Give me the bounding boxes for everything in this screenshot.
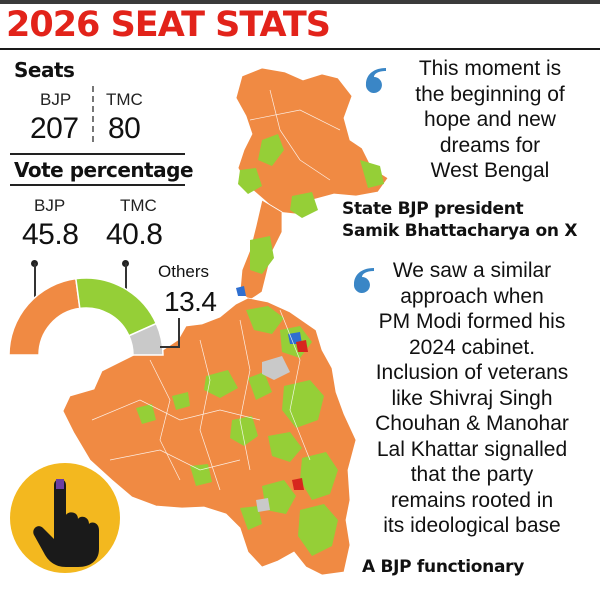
voting-finger-icon xyxy=(33,479,99,567)
gauge-segment-bjp xyxy=(8,277,81,356)
quote-2-line: remains rooted in xyxy=(390,488,554,512)
quote-mark-icon xyxy=(365,68,386,93)
attribution-line: Samik Bhattacharya on X xyxy=(342,221,578,241)
map-tmc-patch xyxy=(258,134,284,166)
vote-share-gauge xyxy=(8,277,164,356)
map-tmc-patch xyxy=(298,504,338,556)
vote-bjp-value: 45.8 xyxy=(22,218,79,251)
quote-2-line: PM Modi formed his xyxy=(378,310,566,333)
map-tmc-patch xyxy=(250,236,274,274)
map-others-patch xyxy=(262,356,290,380)
vote-others-value: 13.4 xyxy=(164,286,217,317)
others-pointer-horizontal xyxy=(160,346,180,348)
others-pointer-vertical xyxy=(178,318,180,348)
quote-1-line: This moment is xyxy=(418,57,562,80)
map-district-lines xyxy=(91,89,341,491)
quote-2-line: Inclusion of veterans xyxy=(375,361,569,384)
map-tmc-patch xyxy=(204,370,238,398)
map-red-patch xyxy=(292,478,304,490)
map-tmc-patch xyxy=(136,404,156,424)
quote-1-line: the beginning of xyxy=(415,82,565,106)
map-tmc-patch xyxy=(300,452,338,500)
quote-2-line: We saw a similar xyxy=(392,259,552,282)
quote-2-line: Chouhan & Manohar xyxy=(375,412,569,435)
map-tmc-patch xyxy=(290,192,318,218)
seats-tmc-label: TMC xyxy=(106,90,143,109)
map-red-patch xyxy=(296,340,308,352)
seats-heading: Seats xyxy=(14,58,75,82)
page-title: 2026 SEAT STATS xyxy=(6,5,331,45)
title-divider xyxy=(0,48,600,50)
quote-1-text: This moment is the beginning of hope and… xyxy=(400,56,580,184)
bjp-pointer-line xyxy=(34,263,36,299)
map-tmc-patch xyxy=(248,372,272,400)
map-tmc-patch xyxy=(172,392,190,410)
seats-tmc-value: 80 xyxy=(108,112,141,145)
quote-1-attribution: State BJP president Samik Bhattacharya o… xyxy=(342,198,577,242)
seats-bjp-value: 207 xyxy=(30,112,79,145)
gauge-segment-tmc xyxy=(75,277,158,337)
seats-divider xyxy=(10,153,185,155)
quote-1-line: dreams for xyxy=(439,133,541,157)
quote-2-line: 2024 cabinet. xyxy=(408,335,536,359)
quote-2-line: approach when xyxy=(400,284,544,308)
quote-2-line: Lal Khattar signalled xyxy=(376,437,568,461)
map-north-region xyxy=(235,67,389,215)
attribution-line: State BJP president xyxy=(342,199,524,219)
map-others-patch xyxy=(256,498,270,512)
quote-2-line: its ideological base xyxy=(383,514,561,537)
map-tmc-patch xyxy=(240,506,262,530)
quote-2-line: that the party xyxy=(410,463,534,486)
seats-separator xyxy=(92,86,94,142)
vote-tmc-value: 40.8 xyxy=(106,218,163,251)
vote-divider xyxy=(10,184,185,186)
map-tmc-patch xyxy=(238,168,262,194)
tmc-pointer-line xyxy=(125,263,127,291)
quote-1-line: hope and new xyxy=(424,108,556,131)
vote-tmc-label: TMC xyxy=(120,196,157,215)
map-tmc-patch xyxy=(246,306,284,334)
map-tmc-patch xyxy=(360,160,384,188)
map-tmc-patch xyxy=(262,480,296,514)
map-tmc-patch xyxy=(190,464,212,486)
gauge-segment-others xyxy=(127,322,164,356)
vote-others-label: Others xyxy=(158,262,210,281)
quote-2-text: We saw a similar approach when PM Modi f… xyxy=(352,258,592,539)
map-tmc-patch xyxy=(230,416,258,446)
quote-mark-icon xyxy=(353,268,374,293)
quote-1-line: West Bengal xyxy=(430,159,550,182)
quote-2-line: like Shivraj Singh xyxy=(391,386,553,410)
vote-heading: Vote percentage xyxy=(14,158,194,182)
quote-2-attribution: A BJP functionary xyxy=(362,556,524,578)
vote-bjp-label: BJP xyxy=(34,196,66,215)
map-blue-patch xyxy=(288,332,302,344)
top-bar xyxy=(0,0,600,4)
seats-bjp-label: BJP xyxy=(40,90,72,109)
map-blue-patch xyxy=(236,286,246,296)
map-tmc-patch xyxy=(268,432,302,462)
attribution-line: A BJP functionary xyxy=(362,557,524,577)
